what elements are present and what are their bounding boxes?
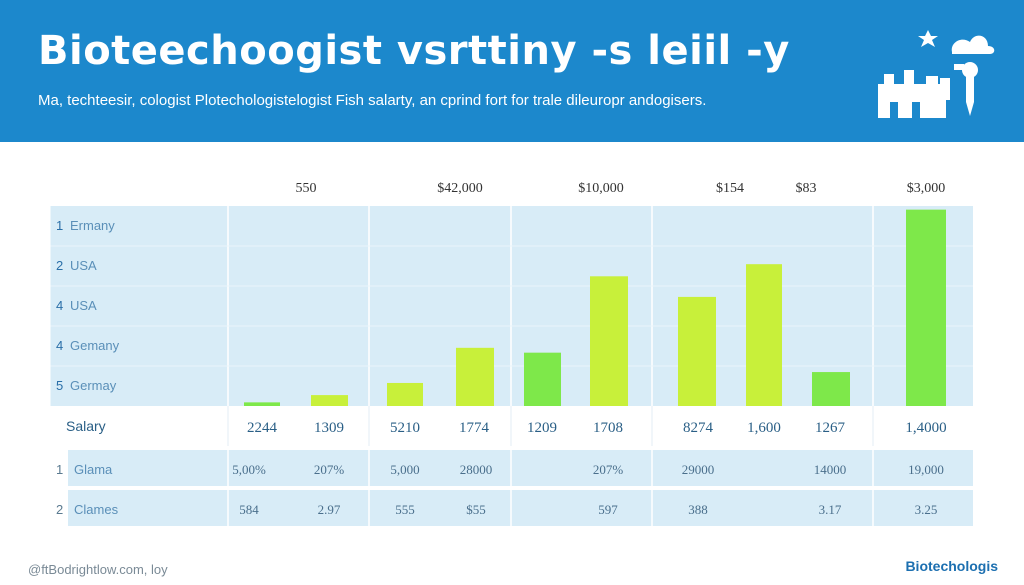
table-cell: 3.25: [915, 502, 938, 517]
bar: [678, 296, 716, 406]
table-row-label: Clames: [74, 502, 119, 517]
bar: [524, 352, 561, 406]
top-value-label: 550: [296, 181, 317, 196]
table-cell: 19,000: [908, 462, 944, 477]
table-row-bg: [68, 450, 973, 486]
bar: [590, 276, 628, 406]
biotech-factory-icon: [878, 30, 995, 118]
table-cell: $55: [466, 502, 486, 517]
salary-value: 1708: [593, 420, 623, 436]
table-cell: 207%: [314, 462, 345, 477]
top-value-label: $42,000: [437, 181, 483, 196]
bar: [311, 395, 348, 406]
salary-value: 1774: [459, 420, 490, 436]
salary-value: 1,600: [747, 420, 781, 436]
footer-brand: Biotechologis: [905, 558, 998, 574]
table-cell: 14000: [814, 462, 847, 477]
table-row-number: 2: [56, 502, 63, 517]
table-row-number: 1: [56, 462, 63, 477]
footer-credit: @ftBodrightlow.com, loy: [28, 562, 168, 577]
top-value-label: $10,000: [578, 181, 624, 196]
row-label: Gemany: [70, 338, 120, 353]
bar: [387, 382, 423, 406]
row-number: 2: [56, 258, 63, 273]
bar: [244, 402, 280, 406]
salary-value: 5210: [390, 420, 420, 436]
salary-value: 1209: [527, 420, 557, 436]
bar: [746, 264, 782, 406]
row-label: USA: [70, 298, 97, 313]
page-title: Bioteechoogist vsrttiny -s leiil -y: [38, 28, 790, 74]
salary-value: 1267: [815, 420, 846, 436]
salary-value: 1309: [314, 420, 344, 436]
salary-value: 2244: [247, 420, 278, 436]
header-banner: Bioteechoogist vsrttiny -s leiil -y Ma, …: [0, 0, 1024, 142]
table-row-label: Glama: [74, 462, 113, 477]
salary-label: Salary: [66, 418, 106, 434]
bar: [456, 347, 494, 406]
row-number: 1: [56, 218, 63, 233]
table-cell: 584: [239, 502, 259, 517]
table-cell: 28000: [460, 462, 493, 477]
table-cell: 5,00%: [232, 462, 266, 477]
salary-chart: 550 $42,000 $10,000 $154 $83 $3,000 1 Ermany 2 US…: [49, 181, 973, 526]
salary-value: 1,4000: [905, 420, 946, 436]
row-label: Ermany: [70, 218, 115, 233]
table-cell: 29000: [682, 462, 715, 477]
top-value-label: $3,000: [907, 181, 946, 196]
top-value-label: $154: [716, 181, 744, 196]
table-row-bg: [68, 490, 973, 526]
row-number: 4: [56, 298, 63, 313]
top-value-label: $83: [796, 181, 817, 196]
bar: [906, 209, 946, 406]
table-cell: 555: [395, 502, 415, 517]
table-cell: 597: [598, 502, 618, 517]
row-label: Germay: [70, 378, 117, 393]
table-cell: 3.17: [819, 502, 842, 517]
salary-value: 8274: [683, 420, 714, 436]
page-subtitle: Ma, techteesir, cologist Plotechologiste…: [38, 92, 707, 109]
table-cell: 388: [688, 502, 708, 517]
bar: [812, 372, 850, 406]
row-number: 5: [56, 378, 63, 393]
table-cell: 207%: [593, 462, 624, 477]
table-cell: 2.97: [318, 502, 341, 517]
row-number: 4: [56, 338, 63, 353]
table-cell: 5,000: [390, 462, 419, 477]
row-label: USA: [70, 258, 97, 273]
